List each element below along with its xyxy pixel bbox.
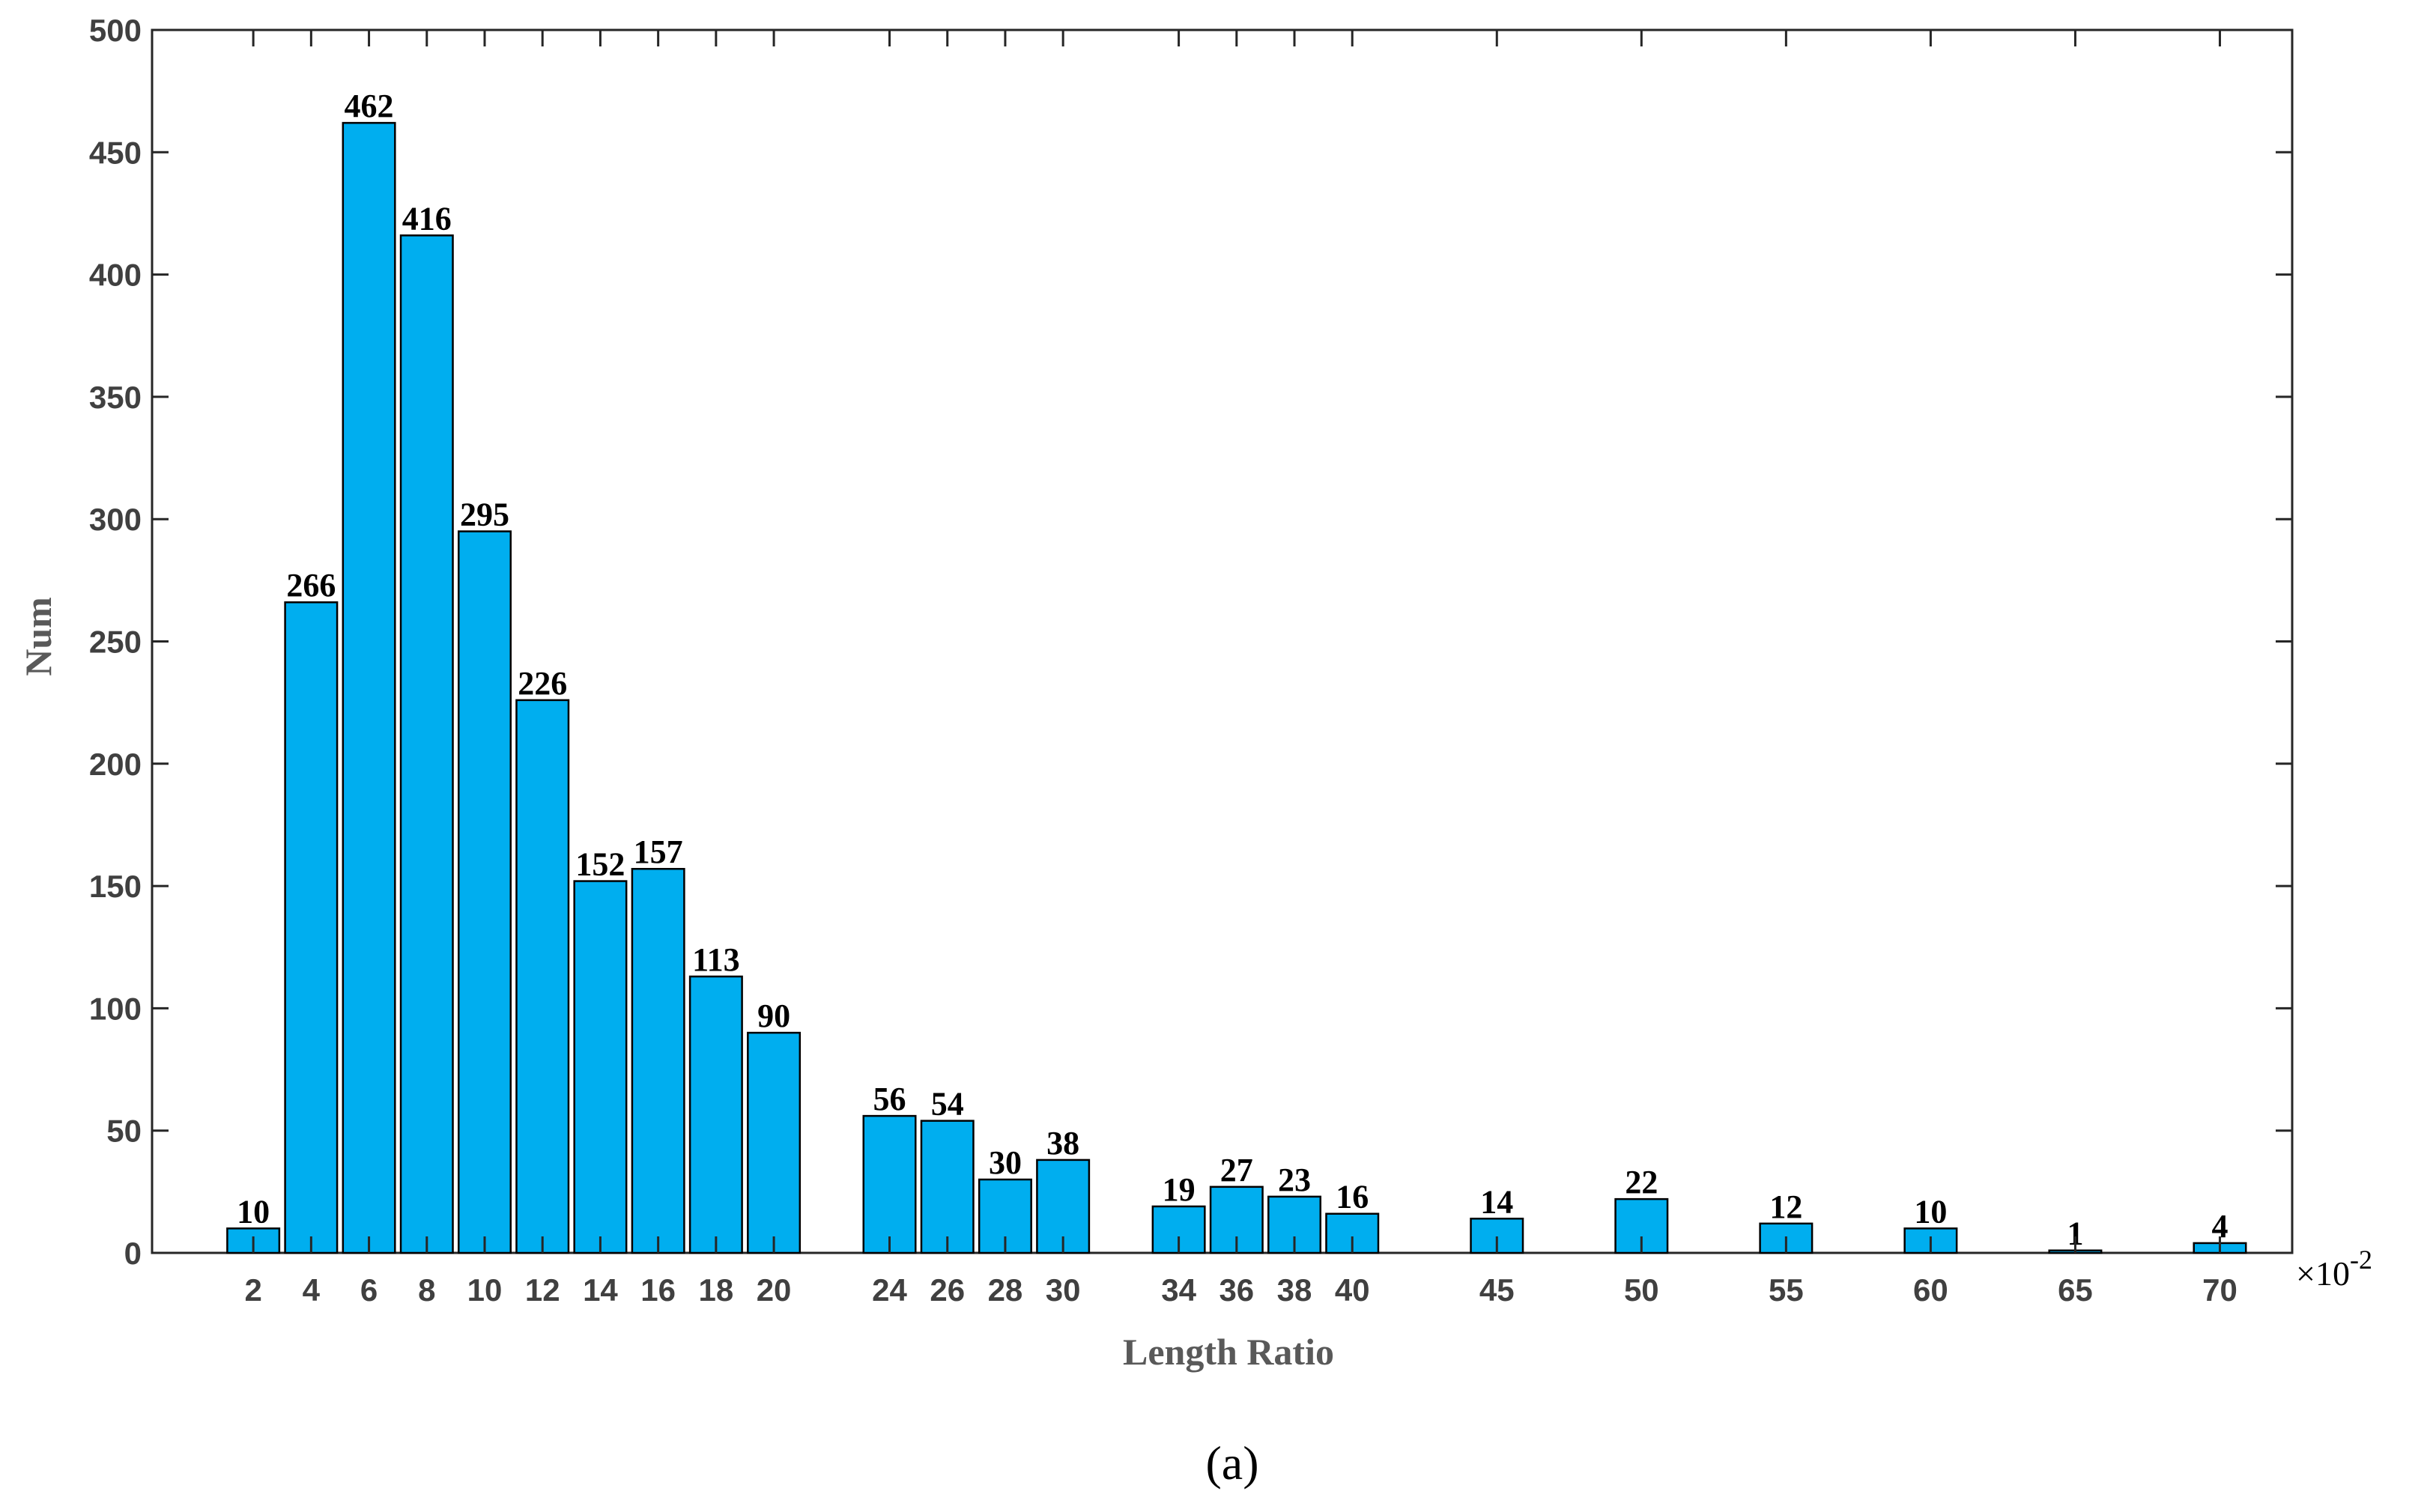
x-tick-label-38: 38 [1277,1272,1312,1308]
x-tick-label-40: 40 [1335,1272,1370,1308]
bar-20 [747,1031,802,1254]
data-label-50: 22 [1625,1164,1658,1200]
x-tick-label-14: 14 [583,1272,618,1308]
y-axis-title: Num [17,597,59,676]
y-tick-label-150: 150 [89,869,142,904]
y-tick-label-350: 350 [89,380,142,415]
bar-24 [862,1114,917,1254]
data-label-8: 416 [402,200,452,237]
y-tick-label-0: 0 [124,1236,142,1271]
y-tick-label-300: 300 [89,502,142,537]
x-tick-label-12: 12 [525,1272,560,1308]
bar-10 [457,530,512,1254]
data-label-6: 462 [345,88,394,124]
x-tick-label-4: 4 [303,1272,321,1308]
data-label-26: 54 [931,1086,964,1123]
x-tick-label-2: 2 [244,1272,261,1308]
x-tick-label-45: 45 [1479,1272,1515,1308]
data-label-28: 30 [989,1144,1022,1181]
x-axis-multiplier: ×10-2 [2296,1245,2372,1293]
bar-4 [284,601,339,1254]
y-tick-label-50: 50 [106,1114,142,1149]
data-label-38: 23 [1278,1162,1311,1198]
data-label-34: 19 [1163,1171,1196,1208]
data-label-14: 152 [575,846,625,883]
data-label-18: 113 [692,941,740,978]
data-label-12: 226 [518,665,567,702]
y-tick-label-200: 200 [89,747,142,782]
x-tick-label-24: 24 [872,1272,907,1308]
bar-26 [920,1120,975,1254]
bar-12 [515,699,570,1254]
ticks [152,28,2292,1254]
x-tick-label-6: 6 [360,1272,378,1308]
data-label-60: 10 [1914,1193,1947,1230]
y-tick-label-250: 250 [89,625,142,660]
x-tick-label-10: 10 [467,1272,503,1308]
data-label-2: 10 [237,1193,270,1230]
data-label-70: 4 [2211,1208,2228,1245]
x-tick-label-34: 34 [1161,1272,1196,1308]
x-axis-title: Length Ratio [1123,1331,1334,1373]
x-axis-multiplier-exponent: -2 [2350,1245,2372,1275]
figure-caption: (a) [1205,1436,1258,1490]
data-label-65: 1 [2067,1215,2083,1252]
data-label-55: 12 [1769,1188,1802,1225]
bar-16 [631,867,685,1254]
x-tick-label-60: 60 [1913,1272,1948,1308]
y-tick-label-500: 500 [89,13,142,48]
y-tick-label-450: 450 [89,135,142,170]
y-tick-label-100: 100 [89,991,142,1026]
x-tick-label-26: 26 [930,1272,965,1308]
x-tick-label-8: 8 [418,1272,435,1308]
x-tick-label-65: 65 [2058,1272,2093,1308]
data-label-30: 38 [1046,1125,1079,1162]
x-tick-label-28: 28 [988,1272,1023,1308]
x-tick-label-20: 20 [757,1272,792,1308]
data-label-10: 295 [460,497,509,533]
bar-8 [399,234,454,1254]
x-tick-label-36: 36 [1219,1272,1254,1308]
x-tick-label-50: 50 [1624,1272,1659,1308]
data-label-24: 56 [873,1081,906,1117]
data-label-16: 157 [634,834,683,870]
x-axis-multiplier-base: ×10 [2296,1254,2350,1293]
data-label-20: 90 [757,998,790,1034]
bar-18 [688,975,743,1254]
bar-6 [342,121,396,1254]
x-tick-label-55: 55 [1769,1272,1804,1308]
x-tick-label-16: 16 [640,1272,676,1308]
data-label-40: 16 [1336,1179,1369,1215]
data-label-36: 27 [1220,1152,1253,1188]
x-tick-label-30: 30 [1046,1272,1081,1308]
data-label-45: 14 [1480,1183,1513,1220]
x-tick-label-70: 70 [2202,1272,2237,1308]
y-tick-label-400: 400 [89,258,142,293]
bar-14 [573,880,628,1254]
x-tick-label-18: 18 [698,1272,733,1308]
data-label-4: 266 [286,567,336,604]
